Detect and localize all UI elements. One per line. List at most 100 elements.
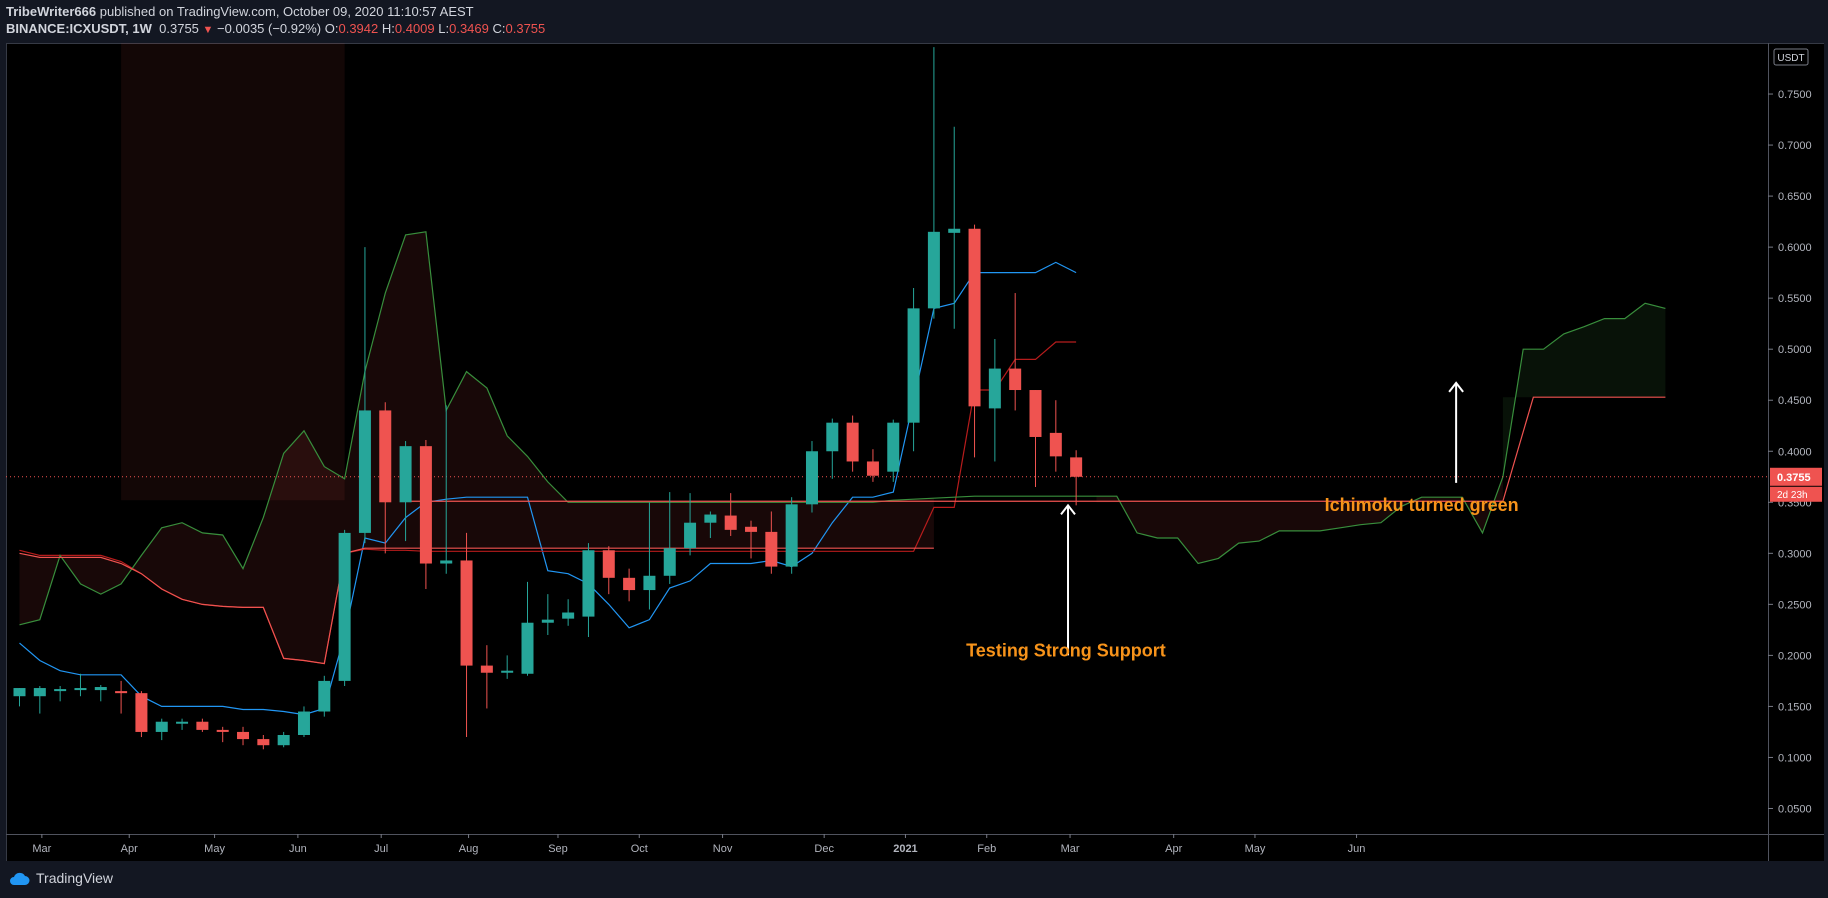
publish-line: TribeWriter666 published on TradingView.… [6, 4, 474, 19]
candle [74, 673, 87, 697]
candle-body [176, 721, 189, 724]
candle-body [745, 526, 758, 532]
countdown-label-bg [1770, 486, 1822, 502]
candle [562, 599, 575, 626]
low-label: L: [438, 21, 450, 36]
candle-body [1070, 457, 1083, 477]
candle [968, 224, 981, 458]
ichimoku-annotation: Ichimoku turned green [1325, 495, 1519, 515]
candle [216, 726, 229, 743]
candle [277, 731, 290, 748]
price-tick-label: 0.0500 [1778, 803, 1812, 815]
candle-body [887, 422, 900, 472]
time-tick-label: Apr [121, 843, 138, 855]
brand-label: TradingView [36, 870, 114, 886]
candle-body [765, 531, 778, 567]
plot-background [6, 43, 1768, 834]
candle [399, 441, 412, 542]
candle-body [927, 231, 940, 309]
close-label: C: [492, 21, 506, 36]
last-price: 0.3755 [159, 21, 199, 36]
candle [379, 402, 392, 554]
candle-body [297, 711, 310, 735]
green-arrow-head [1448, 381, 1464, 393]
author-name[interactable]: TribeWriter666 [6, 4, 97, 19]
candle [501, 655, 514, 679]
candle [724, 493, 737, 536]
candle-body [237, 731, 250, 740]
price-tick-label: 0.5000 [1778, 344, 1812, 356]
candle [988, 338, 1001, 462]
time-tick-label: May [204, 843, 225, 855]
tradingview-logo[interactable]: TradingView [8, 870, 113, 886]
countdown-label: 2d 23h [1777, 490, 1808, 501]
time-tick-label: Sep [548, 843, 568, 855]
candle [948, 126, 961, 329]
candle-body [13, 688, 26, 697]
time-tick-label: Feb [977, 843, 996, 855]
price-tick-label: 0.1000 [1778, 752, 1812, 764]
candle-body [155, 721, 168, 732]
price-tick-label: 0.1500 [1778, 701, 1812, 713]
candle [155, 718, 168, 741]
candle-body [663, 548, 676, 576]
candle-body [643, 575, 656, 591]
ichimoku-cloud-green [1502, 303, 1666, 477]
time-tick-label: Jun [1348, 843, 1366, 855]
candle-body [358, 410, 371, 533]
candle-body [968, 228, 981, 407]
candle-body [277, 734, 290, 746]
tenkan-line [19, 261, 1077, 716]
footer: TradingView [0, 862, 1828, 898]
time-tick-label: Jun [289, 843, 307, 855]
candle [927, 47, 940, 319]
candle-body [54, 689, 67, 692]
candle-body [74, 688, 87, 691]
candle [297, 706, 310, 738]
candle-body [257, 739, 270, 746]
candle-body [1009, 368, 1022, 391]
currency-badge: USDT [1777, 53, 1804, 64]
candle [94, 684, 107, 702]
candle-body [216, 729, 229, 732]
symbol-label[interactable]: BINANCE:ICXUSDT, 1W [6, 21, 152, 36]
ichimoku-cloud-fill [19, 231, 934, 664]
price-tick-label: 0.2000 [1778, 650, 1812, 662]
time-tick-label: Apr [1165, 843, 1182, 855]
candle [826, 418, 839, 479]
candle [13, 688, 26, 707]
candle-body [988, 368, 1001, 409]
open-label: O: [324, 21, 339, 36]
candle-body [460, 560, 473, 666]
candle [1009, 293, 1022, 411]
time-tick-label: Jul [374, 843, 388, 855]
chart-header: TribeWriter666 published on TradingView.… [0, 0, 1828, 42]
time-tick-label: Mar [1061, 843, 1080, 855]
candle [541, 594, 554, 635]
candle-body [440, 560, 453, 564]
candle-body [602, 550, 615, 578]
candle [602, 546, 615, 595]
ohlc-line: BINANCE:ICXUSDT, 1W 0.3755 ▼ −0.0035 (−0… [6, 21, 545, 36]
price-chart[interactable]: 0.7500 0.7000 0.6500 0.6000 0.5500 0.5000 0.45… [6, 43, 1824, 861]
price-tick-label: 0.7500 [1778, 89, 1812, 101]
chart-area[interactable]: 0.7500 0.7000 0.6500 0.6000 0.5500 0.5000 0.45… [6, 43, 1824, 861]
candle [785, 497, 798, 574]
candle [257, 734, 270, 750]
support-arrow-head [1060, 503, 1076, 515]
time-tick-label: May [1245, 843, 1266, 855]
price-label-bg [1770, 467, 1822, 486]
candle [866, 449, 879, 482]
high-value: 0.4009 [394, 21, 435, 36]
candle [1049, 400, 1062, 472]
candle [54, 686, 67, 702]
cloud-icon [10, 872, 30, 885]
candle [684, 493, 697, 556]
candle-body [338, 532, 351, 681]
candle-body [582, 550, 595, 617]
candle-body [866, 461, 879, 476]
candle-body [196, 721, 209, 730]
time-axis-background [6, 834, 1824, 861]
price-tick-label: 0.5500 [1778, 293, 1812, 305]
candle [338, 529, 351, 687]
